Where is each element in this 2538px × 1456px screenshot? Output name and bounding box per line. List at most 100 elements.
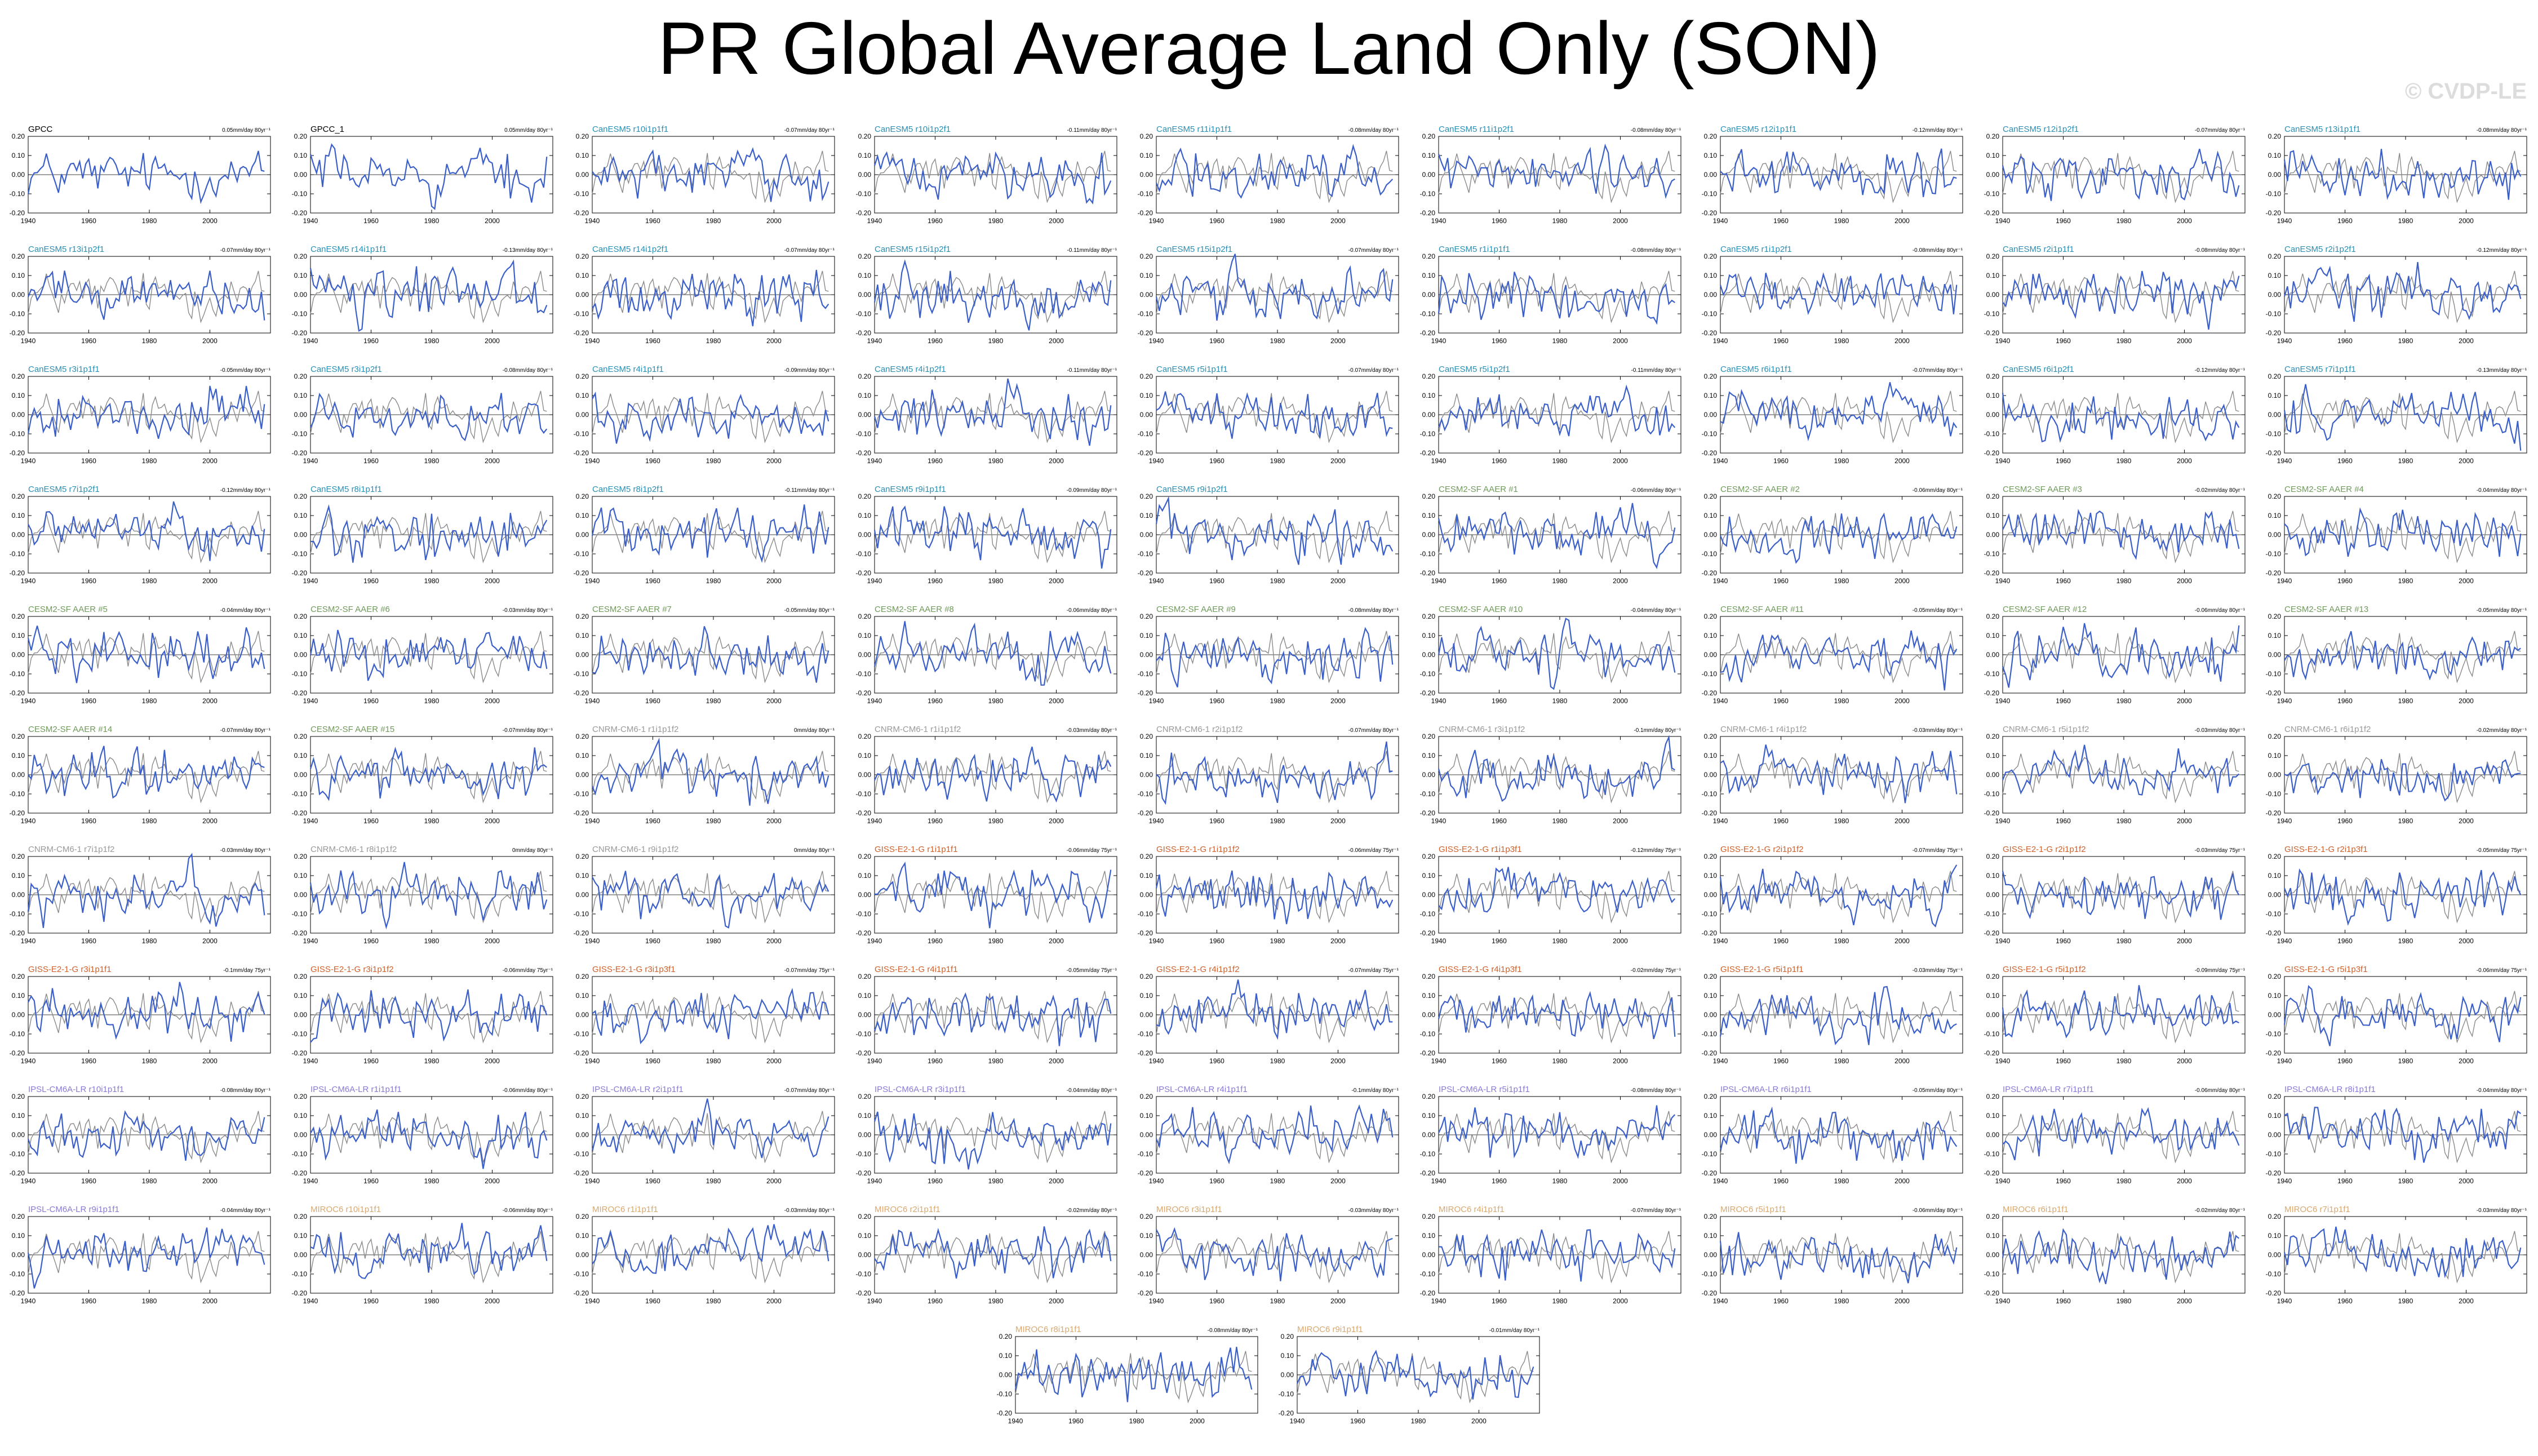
y-tick-label: -0.20: [996, 1409, 1012, 1417]
y-tick-label: 0.10: [1140, 872, 1153, 880]
y-tick-label: 0.10: [1704, 992, 1718, 1000]
member-series-line: [873, 621, 1111, 686]
y-tick-label: 0.20: [12, 1093, 25, 1100]
x-tick-label: 1960: [363, 577, 379, 585]
y-tick-label: 0.00: [1704, 771, 1718, 779]
chart-panel: GISS-E2-1-G r3i1p3f1 -0.07mm/day 75yr⁻¹ 0.…: [574, 965, 835, 1065]
panel-title: MIROC6 r8i1p1f1: [1015, 1325, 1081, 1334]
x-tick-label: 2000: [1049, 1177, 1064, 1185]
y-tick-label: 0.20: [294, 252, 307, 260]
y-tick-label: -0.10: [1702, 1150, 1718, 1158]
x-tick-label: 1980: [142, 1057, 157, 1065]
y-tick-label: 0.20: [858, 612, 871, 620]
y-tick-label: 0.10: [576, 752, 589, 760]
y-tick-label: -0.10: [1702, 670, 1718, 678]
x-tick-label: 1960: [928, 1057, 943, 1065]
x-tick-label: 1980: [706, 817, 721, 825]
x-tick-label: 1940: [1431, 697, 1446, 705]
x-tick-label: 2000: [766, 697, 782, 705]
member-series-line: [592, 988, 829, 1045]
chart-panel: MIROC6 r3i1p1f1 -0.03mm/day 80yr⁻¹ 0.20 0.1…: [1138, 1205, 1399, 1305]
panel-title: CESM2-SF AAER #1: [1439, 485, 1518, 494]
y-tick-label: 0.20: [858, 132, 871, 140]
obs-series-line: [2284, 871, 2521, 924]
x-tick-label: 2000: [1613, 457, 1628, 465]
panel-title: CanESM5 r1i1p1f1: [1439, 245, 1510, 254]
y-tick-label: 0.00: [294, 171, 307, 179]
y-tick-label: 0.10: [1422, 392, 1435, 399]
x-tick-label: 1940: [1713, 337, 1728, 345]
y-tick-label: -0.20: [1419, 1289, 1435, 1297]
x-tick-label: 1940: [303, 577, 318, 585]
member-series-line: [2283, 384, 2522, 451]
chart-panel: CanESM5 r11i1p1f1 -0.08mm/day 80yr⁻¹ 0.20 0…: [1138, 125, 1399, 225]
panel-trend: -0.03mm/day 80yr⁻¹: [1348, 1208, 1399, 1214]
y-tick-label: -0.10: [1419, 1150, 1435, 1158]
y-tick-label: -0.20: [855, 449, 871, 457]
chart-panel: MIROC6 r1i1p1f1 -0.03mm/day 80yr⁻¹ 0.20 0.1…: [574, 1205, 835, 1305]
x-tick-label: 1940: [585, 1297, 600, 1305]
x-tick-label: 2000: [1330, 697, 1346, 705]
y-tick-label: -0.20: [1984, 929, 1999, 937]
panel-trend: -0.12mm/day 80yr⁻¹: [220, 487, 271, 494]
obs-series-line: [1720, 1231, 1957, 1284]
y-tick-label: 0.00: [576, 411, 589, 419]
x-tick-label: 2000: [1613, 217, 1628, 225]
y-tick-label: -0.10: [10, 910, 25, 918]
y-tick-label: -0.20: [1419, 929, 1435, 937]
panel-trend: -0.07mm/day 75yr⁻¹: [784, 967, 835, 974]
obs-series-line: [1156, 751, 1393, 804]
member-series-line: [1719, 272, 1958, 316]
y-tick-label: 0.00: [1704, 531, 1718, 539]
chart-panel: GISS-E2-1-G r1i1p1f1 -0.06mm/day 75yr⁻¹ 0.…: [855, 845, 1117, 945]
chart-panel: CESM2-SF AAER #10 -0.04mm/day 80yr⁻¹ 0.20 0…: [1419, 605, 1681, 705]
y-tick-label: 0.10: [576, 992, 589, 1000]
member-series-line: [27, 150, 265, 205]
x-tick-label: 2000: [202, 457, 218, 465]
x-tick-label: 2000: [2177, 457, 2192, 465]
y-tick-label: -0.10: [291, 790, 307, 798]
y-tick-label: 0.20: [294, 853, 307, 860]
x-tick-label: 2000: [766, 577, 782, 585]
chart-panel: CESM2-SF AAER #4 -0.04mm/day 80yr⁻¹ 0.20 0.…: [2266, 485, 2527, 585]
y-tick-label: 0.10: [2268, 152, 2282, 159]
x-tick-label: 1980: [1270, 1297, 1285, 1305]
x-tick-label: 2000: [1330, 1297, 1346, 1305]
x-tick-label: 1980: [1270, 1177, 1285, 1185]
y-tick-label: 0.00: [1986, 531, 1999, 539]
chart-panel: CESM2-SF AAER #6 -0.03mm/day 80yr⁻¹ 0.20 0.…: [291, 605, 553, 705]
x-tick-label: 1980: [988, 1297, 1003, 1305]
y-tick-label: -0.20: [291, 1289, 307, 1297]
x-tick-label: 2000: [1330, 817, 1346, 825]
x-tick-label: 2000: [202, 1297, 218, 1305]
x-tick-label: 1960: [1209, 1057, 1224, 1065]
x-tick-label: 1940: [21, 697, 36, 705]
x-tick-label: 1940: [1431, 337, 1446, 345]
chart-panel: CanESM5 r3i1p1f1 -0.05mm/day 80yr⁻¹ 0.20 0.…: [10, 365, 271, 465]
y-tick-label: -0.10: [1138, 910, 1153, 918]
chart-panel: CNRM-CM6-1 r6i1p1f2 -0.02mm/day 80yr⁻¹ 0.2…: [2266, 725, 2527, 825]
panel-trend: -0.11mm/day 80yr⁻¹: [1067, 127, 1117, 134]
chart-panel: CESM2-SF AAER #5 -0.04mm/day 80yr⁻¹ 0.20 0.…: [10, 605, 271, 705]
y-tick-label: -0.20: [1984, 569, 1999, 577]
y-tick-label: -0.10: [1984, 550, 1999, 558]
panel-trend: -0.04mm/day 80yr⁻¹: [220, 1208, 271, 1214]
y-tick-label: 0.00: [2268, 1011, 2282, 1019]
y-tick-label: 0.00: [1422, 651, 1435, 659]
x-tick-label: 1940: [2277, 1057, 2292, 1065]
panel-title: GISS-E2-1-G r1i1p1f1: [875, 845, 958, 854]
y-tick-label: -0.20: [855, 569, 871, 577]
y-tick-label: 0.20: [858, 733, 871, 740]
y-tick-label: 0.20: [2268, 252, 2282, 260]
obs-series-line: [1156, 871, 1393, 924]
y-tick-label: 0.00: [1986, 771, 1999, 779]
x-tick-label: 2000: [1049, 697, 1064, 705]
x-tick-label: 2000: [485, 1177, 500, 1185]
x-tick-label: 1940: [867, 1057, 882, 1065]
x-tick-label: 1940: [1713, 1297, 1728, 1305]
y-tick-label: 0.00: [858, 171, 871, 179]
y-tick-label: 0.00: [1140, 171, 1153, 179]
y-tick-label: -0.20: [2266, 1169, 2282, 1177]
y-tick-label: 0.20: [576, 1093, 589, 1100]
y-tick-label: 0.00: [858, 1011, 871, 1019]
